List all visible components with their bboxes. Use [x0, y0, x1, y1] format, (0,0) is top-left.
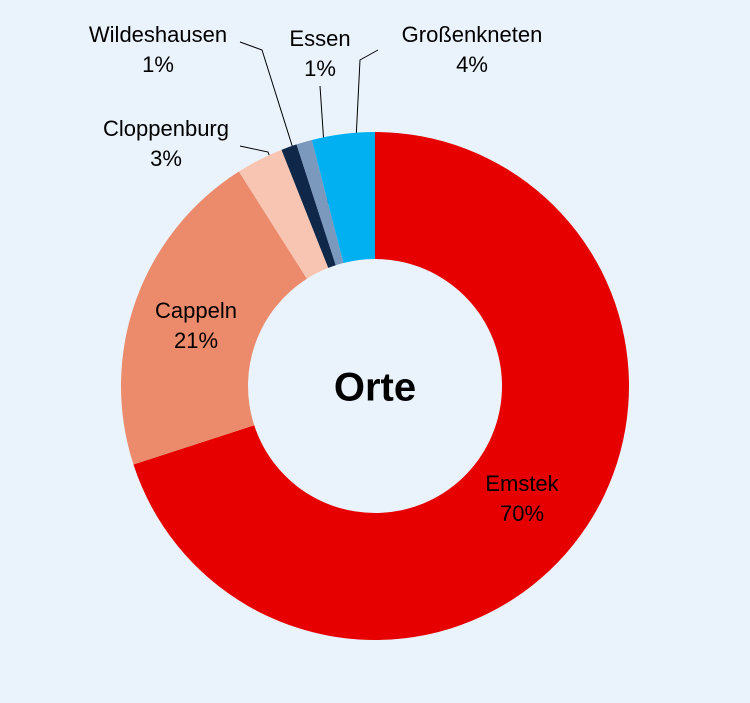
- slice-value-label: 1%: [304, 56, 336, 81]
- slice-value-label: 4%: [456, 52, 488, 77]
- slice-label: Cloppenburg: [103, 116, 229, 141]
- donut-slice: [311, 132, 375, 263]
- slice-value-label: 70%: [500, 501, 544, 526]
- slice-value-label: 3%: [150, 146, 182, 171]
- slice-value-label: 1%: [142, 52, 174, 77]
- donut-slice: [281, 144, 336, 268]
- slice-label: Cappeln: [155, 298, 237, 323]
- donut-slice: [296, 139, 344, 266]
- donut-slice: [133, 132, 629, 640]
- chart-title: Orte: [334, 366, 416, 410]
- donut-slice: [238, 149, 329, 279]
- slice-label: Wildeshausen: [89, 22, 227, 47]
- slice-label: Großenkneten: [402, 22, 543, 47]
- donut-slice: [120, 171, 307, 465]
- slice-label: Emstek: [485, 471, 559, 496]
- slice-value-label: 21%: [174, 328, 218, 353]
- slice-label: Essen: [289, 26, 350, 51]
